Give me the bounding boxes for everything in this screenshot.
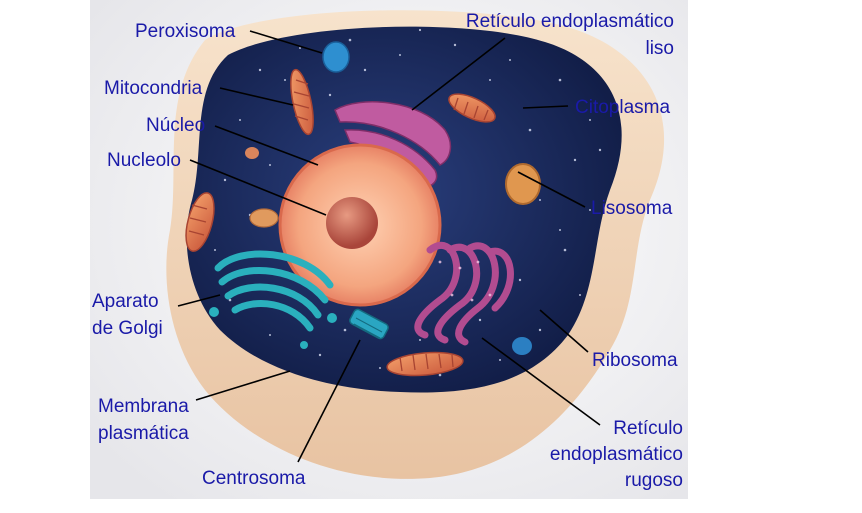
label-rer-line3: rugoso [625,470,683,491]
label-aparato-line2: de Golgi [92,318,163,339]
ribosome-dots [214,28,602,377]
leader-nucleo [214,125,319,166]
leader-golgi [177,294,221,307]
label-ribosoma: Ribosoma [592,350,678,371]
leader-lisosoma [517,171,586,208]
label-rel-line1: Retículo endoplasmático [466,11,674,32]
label-membrana-line1: Membrana [98,396,189,417]
leader-lines [177,30,601,463]
labels: Peroxisoma Mitocondria Núcleo Nucleolo A… [92,11,683,491]
label-rer-line2: endoplasmático [550,444,683,465]
label-citoplasma: Citoplasma [575,97,670,118]
centrosome-organelle [349,308,389,340]
leader-citoplasma [522,105,569,109]
mitochondrion-top-right [448,93,496,123]
label-membrana-line2: plasmática [98,423,189,444]
leader-membrana [195,370,291,401]
label-aparato-line1: Aparato [92,291,159,312]
label-peroxisoma: Peroxisoma [135,21,236,42]
rough-er-dots [438,260,492,302]
vesicle-small-3 [512,337,532,355]
nucleolus-organelle [326,197,378,249]
leader-nucleolo [189,159,327,216]
label-rer-line1: Retículo [613,418,683,439]
golgi-organelle [214,250,334,332]
rough-er-organelle [414,241,514,346]
vesicle-small-2 [249,208,279,228]
leader-rer [481,337,601,426]
vesicle-small-1 [245,147,259,159]
label-mitocondria: Mitocondria [104,78,203,99]
leader-mitocondria [219,87,294,106]
leader-peroxisoma [249,30,323,54]
label-nucleolo: Nucleolo [107,150,181,171]
mitochondrion-top-left [290,68,314,136]
peroxisome-organelle [322,41,350,73]
golgi-vesicles [209,307,337,349]
label-nucleo: Núcleo [146,115,205,136]
mitochondrion-left [185,192,215,252]
label-lisosoma: Lisosoma [591,198,673,219]
mitochondrion-bottom [386,351,464,377]
lysosome-organelle [505,163,541,205]
leader-ribosoma [539,309,589,353]
leader-centrosoma [297,339,361,463]
label-centrosoma: Centrosoma [202,468,306,489]
label-rel-line2: liso [645,38,674,59]
leader-rel [411,37,506,111]
